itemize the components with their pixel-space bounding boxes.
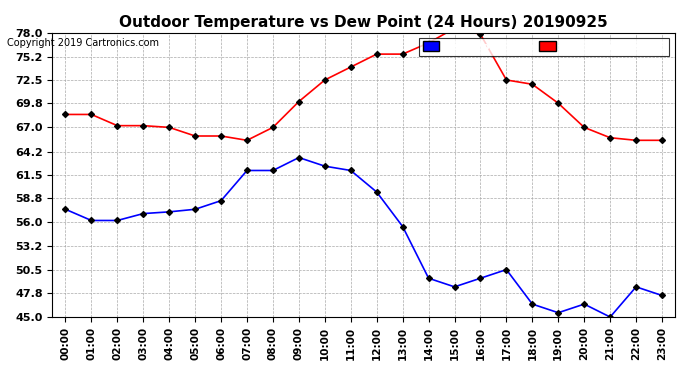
Title: Outdoor Temperature vs Dew Point (24 Hours) 20190925: Outdoor Temperature vs Dew Point (24 Hou… [119, 15, 608, 30]
Legend: Dew Point (°F), Temperature (°F): Dew Point (°F), Temperature (°F) [420, 38, 669, 56]
Text: Copyright 2019 Cartronics.com: Copyright 2019 Cartronics.com [7, 38, 159, 48]
